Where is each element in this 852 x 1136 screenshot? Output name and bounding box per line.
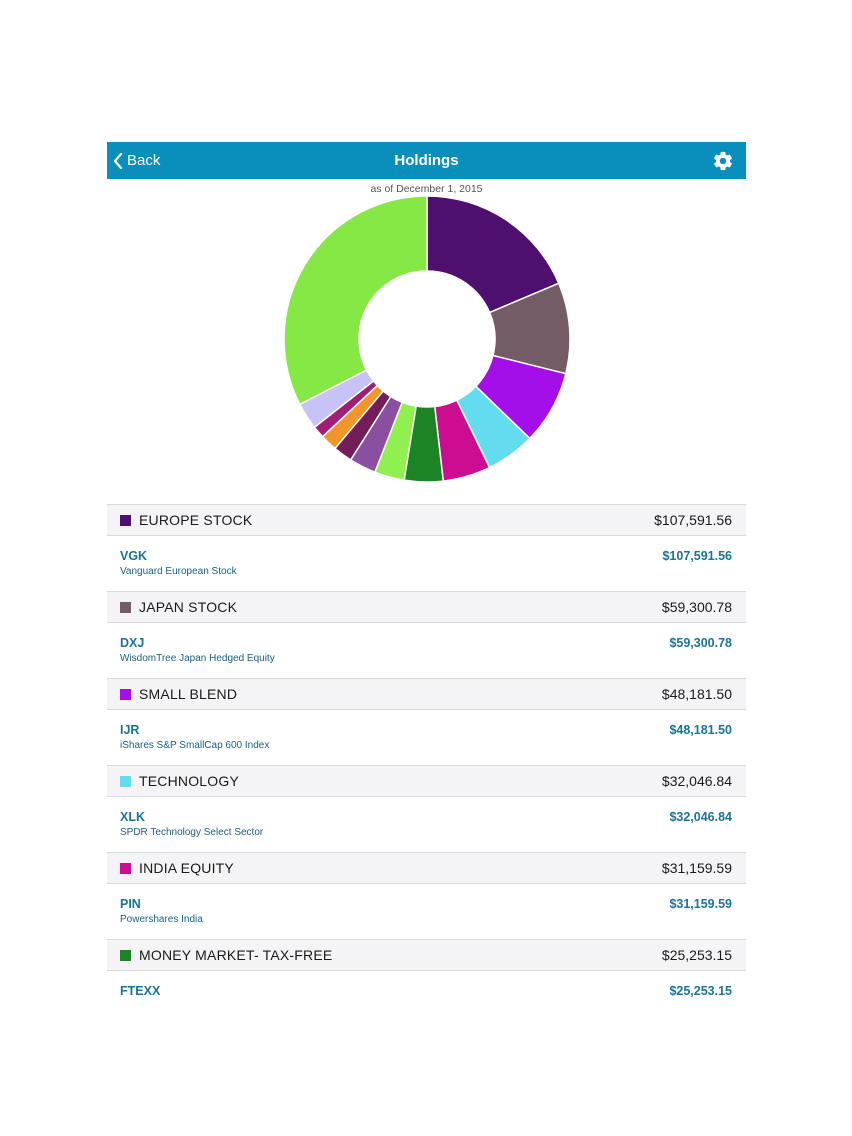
holding-ticker: DXJ: [120, 636, 145, 650]
donut-slice[interactable]: [426, 196, 560, 314]
holding-ticker: VGK: [120, 549, 148, 563]
holding-ticker: XLK: [120, 810, 145, 824]
holding-value: $25,253.15: [669, 984, 732, 998]
donut-chart-container: [107, 196, 746, 504]
holding-ticker: PIN: [120, 897, 141, 911]
as-of-date: as of December 1, 2015: [370, 183, 483, 195]
group-total: $48,181.50: [661, 686, 732, 702]
group-header: EUROPE STOCK $107,591.56: [107, 504, 746, 536]
holdings-list: EUROPE STOCK $107,591.56 VGK Vanguard Europ…: [107, 504, 746, 1026]
back-label: Back: [127, 152, 161, 169]
group-total: $59,300.78: [661, 599, 732, 615]
chevron-left-icon: [113, 152, 123, 169]
navbar: Back Holdings: [107, 142, 746, 179]
group-total: $31,159.59: [661, 860, 732, 876]
holding-fund-name: iShares S&P SmallCap 600 Index: [120, 740, 270, 751]
group-header: TECHNOLOGY $32,046.84: [107, 765, 746, 797]
holding-fund-name: Vanguard European Stock: [120, 566, 237, 577]
holding-fund-name: WisdomTree Japan Hedged Equity: [120, 653, 275, 664]
group-total: $25,253.15: [661, 947, 732, 963]
page-title: Holdings: [394, 152, 459, 169]
group-header: MONEY MARKET- TAX-FREE $25,253.15: [107, 939, 746, 971]
holding-ticker: FTEXX: [120, 984, 161, 998]
back-button[interactable]: Back: [113, 142, 160, 179]
group-color-swatch: [120, 775, 131, 787]
group-name: TECHNOLOGY: [139, 773, 240, 789]
holding-fund-name: Powershares India: [120, 914, 203, 925]
group-color-swatch: [120, 514, 131, 526]
holding-row[interactable]: IJR iShares S&P SmallCap 600 Index $48,181…: [107, 710, 746, 765]
holding-row[interactable]: DXJ WisdomTree Japan Hedged Equity $59,300…: [107, 623, 746, 678]
group-header: INDIA EQUITY $31,159.59: [107, 852, 746, 884]
gear-icon: [714, 151, 732, 171]
group-total: $32,046.84: [661, 773, 732, 789]
group-header: SMALL BLEND $48,181.50: [107, 678, 746, 710]
holding-fund-name: SPDR Technology Select Sector: [120, 827, 264, 838]
group-name: INDIA EQUITY: [139, 860, 234, 876]
holdings-screen: Back Holdings as of December 1, 2015 EUR…: [107, 142, 746, 1026]
group-name: JAPAN STOCK: [139, 599, 238, 615]
holding-row[interactable]: XLK SPDR Technology Select Sector $32,046.…: [107, 797, 746, 852]
group-color-swatch: [120, 688, 131, 700]
holding-value: $107,591.56: [662, 549, 732, 563]
holding-row[interactable]: VGK Vanguard European Stock $107,591.56: [107, 536, 746, 591]
holding-ticker: IJR: [120, 723, 140, 737]
group-color-swatch: [120, 862, 131, 874]
holding-value: $32,046.84: [669, 810, 732, 824]
holding-value: $31,159.59: [669, 897, 732, 911]
holding-row[interactable]: PIN Powershares India $31,159.59: [107, 884, 746, 939]
settings-button[interactable]: [712, 150, 734, 172]
holding-row[interactable]: FTEXX $25,253.15: [107, 971, 746, 1026]
holding-value: $48,181.50: [669, 723, 732, 737]
donut-chart[interactable]: [282, 196, 572, 486]
group-name: MONEY MARKET- TAX-FREE: [139, 947, 333, 963]
group-name: EUROPE STOCK: [139, 512, 253, 528]
holding-value: $59,300.78: [669, 636, 732, 650]
group-color-swatch: [120, 949, 131, 961]
donut-slice[interactable]: [283, 196, 428, 406]
group-header: JAPAN STOCK $59,300.78: [107, 591, 746, 623]
group-total: $107,591.56: [654, 512, 732, 528]
group-name: SMALL BLEND: [139, 686, 238, 702]
group-color-swatch: [120, 601, 131, 613]
